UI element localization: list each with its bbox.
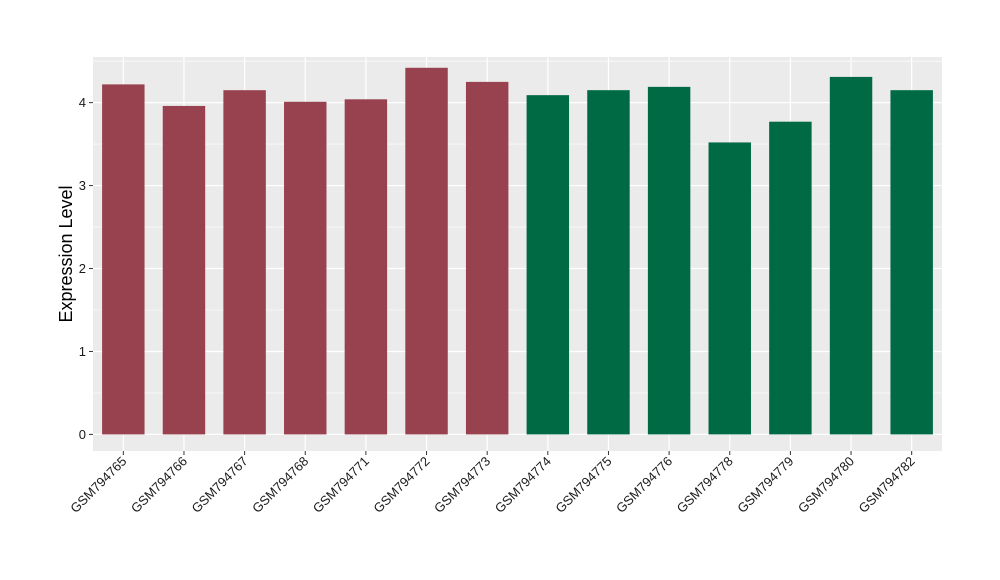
x-tick-label: GSM794780	[795, 454, 857, 516]
bar	[587, 90, 630, 435]
bar	[284, 101, 327, 435]
y-tick-label: 2	[79, 261, 86, 276]
bar	[465, 81, 509, 435]
y-tick-label: 1	[79, 344, 86, 359]
x-tick-label: GSM794765	[67, 454, 129, 516]
y-tick-label: 4	[79, 95, 86, 110]
bar	[344, 99, 388, 435]
bar	[890, 90, 933, 435]
x-tick-label: GSM794773	[431, 454, 493, 516]
bar	[708, 142, 751, 435]
x-tick-label: GSM794774	[492, 454, 554, 516]
bar	[405, 67, 448, 435]
x-tick-label: GSM794767	[189, 454, 251, 516]
bar	[526, 95, 570, 435]
x-axis-ticks: GSM794765GSM794766GSM794767GSM794768GSM7…	[67, 451, 918, 516]
x-tick-label: GSM794772	[370, 454, 432, 516]
x-tick-label: GSM794771	[310, 454, 372, 516]
x-tick-label: GSM794779	[734, 454, 796, 516]
bar	[769, 121, 812, 435]
bar	[102, 84, 145, 435]
y-tick-label: 3	[79, 178, 86, 193]
y-tick-label: 0	[79, 427, 86, 442]
bar	[647, 86, 691, 435]
bar	[162, 105, 206, 435]
x-tick-label: GSM794782	[856, 454, 918, 516]
x-tick-label: GSM794775	[552, 454, 614, 516]
x-tick-label: GSM794766	[128, 454, 190, 516]
x-tick-label: GSM794768	[249, 454, 311, 516]
plot-panel	[93, 57, 942, 451]
x-tick-label: GSM794776	[613, 454, 675, 516]
y-axis-title: Expression Level	[56, 185, 76, 322]
bar	[829, 76, 873, 435]
y-axis-ticks: 0 1 2 3 4	[79, 95, 93, 442]
bar	[223, 90, 266, 435]
bars	[102, 67, 933, 435]
x-tick-label: GSM794778	[674, 454, 736, 516]
